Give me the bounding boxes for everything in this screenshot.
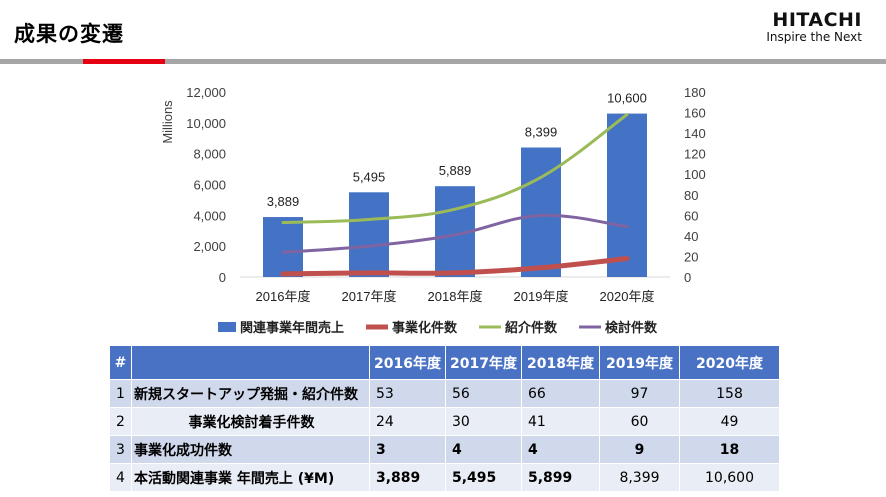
- header-cell: 2018年度: [521, 345, 600, 380]
- table-cell: 9: [599, 435, 680, 464]
- y-right-tick-label: 120: [684, 147, 706, 162]
- row-number: 3: [109, 435, 132, 464]
- table-cell: 10,600: [679, 463, 780, 492]
- y-left-tick-label: 0: [219, 270, 226, 285]
- row-number: 1: [109, 379, 132, 408]
- header-cell: 2016年度: [369, 345, 446, 380]
- header-cell: 2017年度: [445, 345, 522, 380]
- table-row: 4 本活動関連事業 年間売上 (¥M) 3,889 5,495 5,899 8,…: [109, 463, 780, 492]
- combo-chart: 0 2,000 4,000 6,000 8,000 10,000 12,000 0 20 40 60…: [160, 85, 706, 335]
- table-cell: 66: [521, 379, 600, 408]
- table-cell: 53: [369, 379, 446, 408]
- header-rule-accent: [83, 59, 165, 64]
- bar: [607, 113, 647, 277]
- legend-label: 紹介件数: [505, 320, 558, 335]
- bar: [521, 147, 561, 277]
- legend-label: 検討件数: [605, 320, 658, 335]
- bar: [349, 192, 389, 277]
- y-right-tick-label: 180: [684, 85, 706, 100]
- header-cell: #: [109, 345, 132, 380]
- table-cell: 24: [369, 407, 446, 436]
- table-cell: 8,399: [599, 463, 680, 492]
- header-cell: [131, 345, 370, 380]
- y-left-tick-label: 10,000: [186, 116, 226, 131]
- legend-label: 事業化件数: [392, 320, 458, 335]
- table-cell: 41: [521, 407, 600, 436]
- y-right-tick-label: 60: [684, 208, 698, 223]
- table-row: 1 新規スタートアップ発掘・紹介件数 53 56 66 97 158: [109, 379, 780, 408]
- y-right-tick-label: 40: [684, 229, 698, 244]
- y-left-axis-label: Millions: [160, 100, 175, 144]
- bar: [263, 217, 303, 277]
- x-tick-label: 2017年度: [342, 289, 397, 304]
- bar-data-label: 5,889: [439, 163, 472, 178]
- series-line: [280, 256, 630, 277]
- table-cell: 56: [445, 379, 522, 408]
- table-cell: 3,889: [369, 463, 446, 492]
- header-rule: [0, 59, 886, 64]
- table-cell: 30: [445, 407, 522, 436]
- table-cell: 49: [679, 407, 780, 436]
- row-label: 本活動関連事業 年間売上 (¥M): [131, 463, 370, 492]
- table-cell: 5,495: [445, 463, 522, 492]
- series-line: [281, 113, 629, 225]
- table-row: 2 事業化検討着手件数 24 30 41 60 49: [109, 407, 780, 436]
- y-left-tick-label: 8,000: [193, 147, 226, 162]
- y-left-tick-label: 12,000: [186, 85, 226, 100]
- bar-data-label: 3,889: [267, 194, 300, 209]
- series-line: [281, 213, 629, 254]
- table-cell: 3: [369, 435, 446, 464]
- bar-data-label: 5,495: [353, 169, 386, 184]
- logo-tagline: Inspire the Next: [766, 30, 862, 44]
- header-cell: 2019年度: [599, 345, 680, 380]
- summary-table: # 2016年度 2017年度 2018年度 2019年度 2020年度 1 新…: [109, 345, 780, 492]
- row-label: 事業化成功件数: [131, 435, 370, 464]
- row-label: 事業化検討着手件数: [131, 407, 370, 436]
- y-right-tick-label: 20: [684, 249, 698, 264]
- y-right-tick-label: 140: [684, 126, 706, 141]
- legend-label: 関連事業年間売上: [240, 320, 344, 335]
- company-logo: HITACHI Inspire the Next: [766, 10, 862, 44]
- row-label: 新規スタートアップ発掘・紹介件数: [131, 379, 370, 408]
- table-cell: 97: [599, 379, 680, 408]
- bar-data-label: 8,399: [525, 125, 558, 140]
- bar-data-label: 10,600: [607, 91, 647, 106]
- y-left-tick-label: 4,000: [193, 208, 226, 223]
- y-right-tick-label: 100: [684, 167, 706, 182]
- x-tick-label: 2018年度: [428, 289, 483, 304]
- page-title: 成果の変遷: [14, 22, 124, 46]
- table-cell: 4: [445, 435, 522, 464]
- legend-swatch: [218, 322, 236, 332]
- y-right-tick-label: 0: [684, 270, 691, 285]
- table-row: 3 事業化成功件数 3 4 4 9 18: [109, 435, 780, 464]
- table-cell: 18: [679, 435, 780, 464]
- y-right-tick-label: 80: [684, 188, 698, 203]
- row-number: 4: [109, 463, 132, 492]
- table-header-row: # 2016年度 2017年度 2018年度 2019年度 2020年度: [109, 345, 780, 380]
- y-right-tick-label: 160: [684, 106, 706, 121]
- x-tick-label: 2020年度: [600, 289, 655, 304]
- x-tick-label: 2016年度: [256, 289, 311, 304]
- y-left-tick-label: 6,000: [193, 178, 226, 193]
- logo-brand: HITACHI: [772, 9, 862, 31]
- y-left-tick-label: 2,000: [193, 239, 226, 254]
- table-cell: 158: [679, 379, 780, 408]
- table-cell: 5,899: [521, 463, 600, 492]
- table-cell: 60: [599, 407, 680, 436]
- row-number: 2: [109, 407, 132, 436]
- x-tick-label: 2019年度: [514, 289, 569, 304]
- table-cell: 4: [521, 435, 600, 464]
- header-cell: 2020年度: [679, 345, 780, 380]
